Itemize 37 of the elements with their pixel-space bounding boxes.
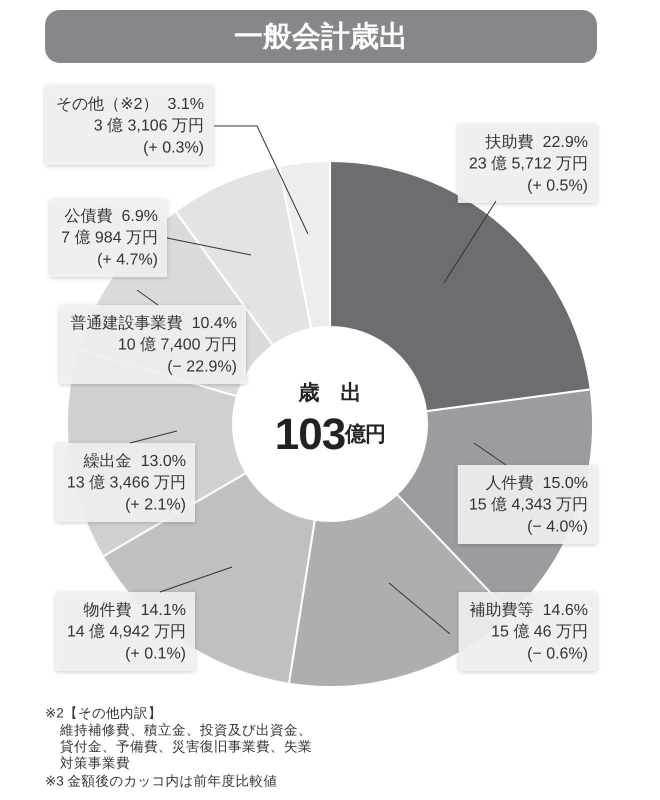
text: 3 億 3,106 万円: [94, 116, 204, 134]
slice-label: 公債費: [64, 206, 113, 224]
data-label: 13.0%: [140, 452, 186, 470]
data-label: 3.1%: [168, 96, 204, 112]
text: (+ 4.7%): [97, 252, 158, 268]
data-label: 15.0%: [542, 474, 588, 492]
slice-label: 補助費等: [470, 600, 534, 618]
text: (− 4.0%): [527, 518, 588, 536]
text: 15 億 4,343 万円: [468, 496, 588, 514]
text: (+ 0.3%): [143, 140, 204, 156]
text: 歳 出: [298, 382, 362, 404]
chart-title: 一般会計歳出: [234, 21, 408, 53]
slice-label: 扶助費: [484, 132, 534, 150]
text: 23 億 5,712 万円: [468, 154, 588, 172]
slice-label: 繰出金: [82, 452, 132, 470]
text: (+ 0.1%): [125, 646, 186, 662]
data-label: 14.1%: [140, 602, 186, 618]
text: (− 0.6%): [527, 646, 588, 662]
data-label: 14.6%: [542, 602, 588, 618]
text: (− 22.9%): [167, 358, 237, 376]
text: ※3 金額後のカッコ内は前年度比較値: [45, 774, 278, 788]
slice-label: 人件費: [486, 474, 534, 492]
text: (+ 2.1%): [125, 496, 186, 514]
data-label: 10.4%: [192, 314, 237, 332]
text: 13 億 3,466 万円: [66, 474, 186, 492]
text: 7 億 984 万円: [61, 228, 158, 246]
text: 10 億 7,400 万円: [118, 336, 237, 354]
data-label: 22.9%: [542, 134, 588, 150]
text: ※2【その他内訳】: [45, 706, 162, 720]
text: 14 億 4,942 万円: [66, 622, 186, 640]
text: 15 億 46 万円: [491, 622, 588, 640]
slice-label: 物件費: [84, 600, 132, 618]
data-label: 6.9%: [122, 208, 158, 224]
slice-label: 普通建設事業費: [70, 314, 183, 332]
text: 維持補修費、積立金、投資及び出資金、貸付金、予備費、災害復旧事業費、失業対策事業費: [59, 722, 312, 770]
text: (+ 0.5%): [527, 178, 588, 194]
slice-label: その他（※2）: [56, 96, 159, 112]
